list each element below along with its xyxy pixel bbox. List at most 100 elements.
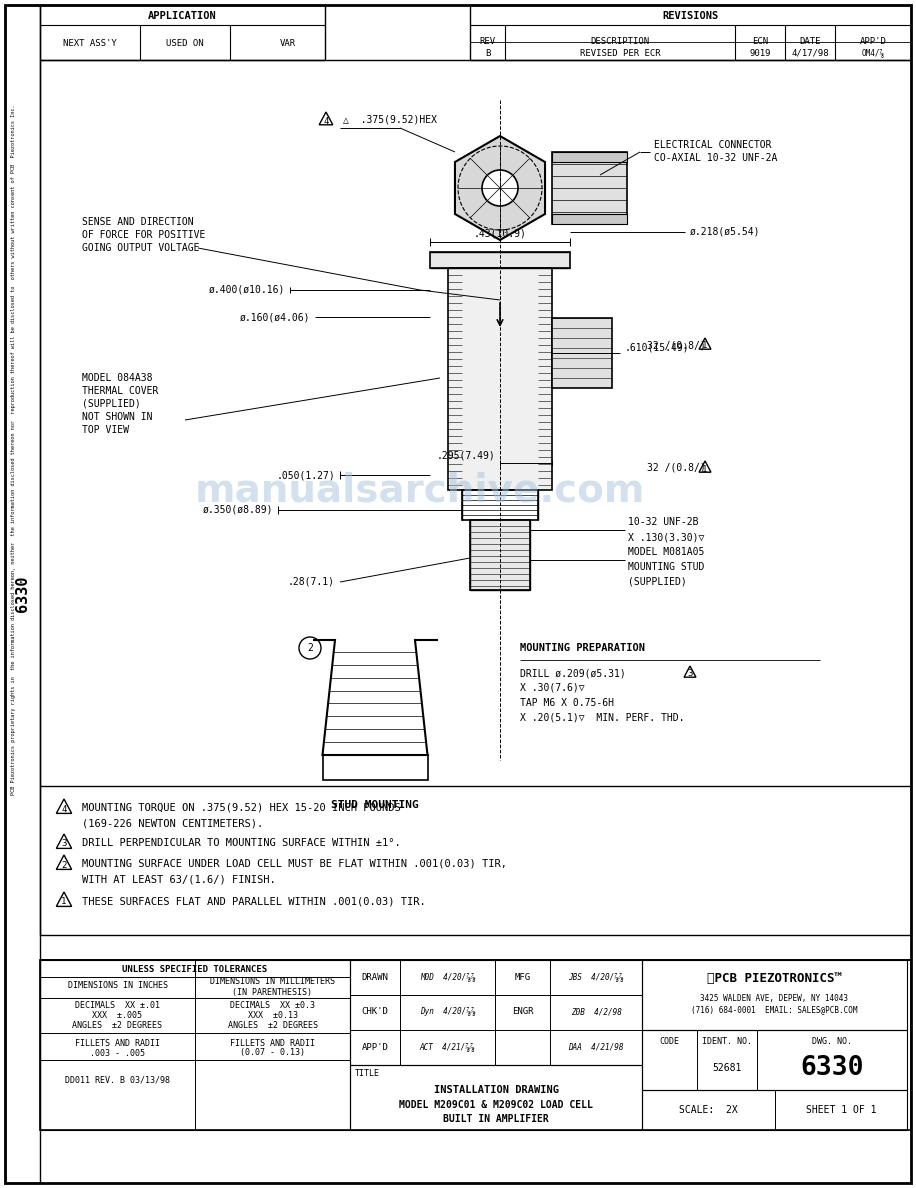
Bar	[552, 318, 612, 388]
Text: (IN PARENTHESIS): (IN PARENTHESIS)	[233, 987, 312, 997]
Text: TITLE: TITLE	[355, 1068, 380, 1078]
Text: .28(7.1): .28(7.1)	[288, 577, 335, 587]
Text: 2: 2	[307, 643, 313, 653]
Bar	[470, 5, 911, 61]
Text: 32 /(0.8/): 32 /(0.8/)	[647, 463, 705, 473]
Bar	[322, 756, 428, 781]
Text: 4: 4	[61, 804, 67, 814]
Text: .295(7.49): .295(7.49)	[436, 450, 495, 460]
Text: M0D  4/20/⅞⅞: M0D 4/20/⅞⅞	[420, 973, 475, 981]
Text: APPLICATION: APPLICATION	[148, 11, 217, 21]
Text: 4/17/98: 4/17/98	[791, 49, 829, 57]
Text: XXX  ±.005: XXX ±.005	[93, 1011, 143, 1020]
Text: THESE SURFACES FLAT AND PARALLEL WITHIN .001(0.03) TIR.: THESE SURFACES FLAT AND PARALLEL WITHIN …	[82, 896, 426, 906]
Text: CO-AXIAL 10-32 UNF-2A: CO-AXIAL 10-32 UNF-2A	[654, 153, 778, 163]
Text: 1: 1	[703, 465, 708, 474]
Bar	[5, 5, 40, 1183]
Bar	[40, 61, 911, 935]
Text: X .130(3.30)▽: X .130(3.30)▽	[628, 532, 704, 542]
Text: SCALE:  2X: SCALE: 2X	[679, 1105, 737, 1116]
Text: NOT SHOWN IN: NOT SHOWN IN	[82, 412, 152, 422]
Circle shape	[482, 170, 518, 206]
Text: DIMENSIONS IN INCHES: DIMENSIONS IN INCHES	[68, 981, 168, 991]
Bar	[350, 960, 642, 1064]
Text: DATE: DATE	[800, 38, 821, 46]
Polygon shape	[319, 112, 333, 125]
Text: TOP VIEW: TOP VIEW	[82, 425, 129, 435]
Text: DWG. NO.: DWG. NO.	[812, 1037, 852, 1047]
Text: WITH AT LEAST 63/(1.6/) FINISH.: WITH AT LEAST 63/(1.6/) FINISH.	[82, 874, 276, 884]
Text: APP'D: APP'D	[362, 1043, 388, 1051]
Bar	[430, 252, 570, 268]
Bar	[462, 489, 538, 520]
Text: Dyn  4/20/⅞⅞: Dyn 4/20/⅞⅞	[420, 1007, 475, 1017]
Text: MFG: MFG	[515, 973, 530, 981]
Text: MOUNTING PREPARATION: MOUNTING PREPARATION	[520, 643, 645, 653]
Text: XXX  ±0.13: XXX ±0.13	[247, 1011, 298, 1020]
Text: ANGLES  ±2 DEGREES: ANGLES ±2 DEGREES	[72, 1022, 162, 1030]
Text: INSTALLATION DRAWING: INSTALLATION DRAWING	[433, 1085, 559, 1095]
Text: .610(15.49): .610(15.49)	[625, 343, 690, 353]
Text: MODEL M081A05: MODEL M081A05	[628, 546, 704, 557]
Text: THERMAL COVER: THERMAL COVER	[82, 386, 158, 396]
Bar	[642, 1030, 907, 1091]
Text: OF FORCE FOR POSITIVE: OF FORCE FOR POSITIVE	[82, 230, 205, 240]
Text: Z0B  4/2/98: Z0B 4/2/98	[571, 1007, 621, 1017]
Bar	[642, 1091, 907, 1130]
Text: USED ON: USED ON	[166, 38, 204, 48]
Text: manualsarchive.com: manualsarchive.com	[195, 470, 645, 508]
Text: MOUNTING STUD: MOUNTING STUD	[628, 562, 704, 571]
Text: DRILL PERPENDICULAR TO MOUNTING SURFACE WITHIN ±1°.: DRILL PERPENDICULAR TO MOUNTING SURFACE …	[82, 838, 401, 848]
Polygon shape	[57, 834, 71, 848]
Text: CHK'D: CHK'D	[362, 1007, 388, 1017]
Text: VAR: VAR	[280, 38, 296, 48]
Text: OM4/⅞: OM4/⅞	[861, 49, 885, 57]
Polygon shape	[684, 666, 696, 677]
Text: STUD MOUNTING: STUD MOUNTING	[331, 800, 419, 810]
Bar	[642, 960, 907, 1030]
Text: ELECTRICAL CONNECTOR: ELECTRICAL CONNECTOR	[654, 140, 771, 150]
Text: △  .375(9.52)HEX: △ .375(9.52)HEX	[343, 115, 437, 125]
Text: ⓅPCB PIEZOTRONICS™: ⓅPCB PIEZOTRONICS™	[707, 972, 842, 985]
Text: MODEL M209C01 & M209C02 LOAD CELL: MODEL M209C01 & M209C02 LOAD CELL	[399, 1100, 593, 1110]
Bar	[350, 1064, 642, 1130]
Text: 6330: 6330	[15, 576, 29, 612]
Text: DESCRIPTION: DESCRIPTION	[591, 38, 649, 46]
Text: 3: 3	[61, 840, 67, 848]
Text: FILLETS AND RADII: FILLETS AND RADII	[75, 1038, 160, 1048]
Bar	[448, 268, 552, 489]
Text: BUILT IN AMPLIFIER: BUILT IN AMPLIFIER	[443, 1114, 549, 1124]
Text: DRILL ø.209(ø5.31): DRILL ø.209(ø5.31)	[520, 668, 626, 678]
Text: 2: 2	[61, 860, 67, 870]
Text: 9019: 9019	[749, 49, 770, 57]
Bar	[552, 152, 627, 162]
Text: SENSE AND DIRECTION: SENSE AND DIRECTION	[82, 217, 193, 227]
Text: REVISED PER ECR: REVISED PER ECR	[580, 49, 660, 57]
Bar	[40, 5, 325, 61]
Text: 4: 4	[323, 116, 329, 126]
Text: DRAWN: DRAWN	[362, 973, 388, 981]
Bar	[470, 520, 530, 590]
Text: .050(1.27): .050(1.27)	[277, 470, 335, 480]
Text: MOUNTING TORQUE ON .375(9.52) HEX 15-20 INCH POUNDS: MOUNTING TORQUE ON .375(9.52) HEX 15-20 …	[82, 803, 401, 813]
Text: ø.218(ø5.54): ø.218(ø5.54)	[690, 227, 760, 236]
Text: SHEET 1 OF 1: SHEET 1 OF 1	[805, 1105, 876, 1116]
Text: (0.07 - 0.13): (0.07 - 0.13)	[240, 1049, 305, 1057]
Polygon shape	[57, 892, 71, 906]
Text: PCB Piezotronics proprietary rights in  the information disclosed hereon, neithe: PCB Piezotronics proprietary rights in t…	[12, 105, 16, 795]
Text: ø.400(ø10.16): ø.400(ø10.16)	[209, 285, 285, 295]
Text: X .20(5.1)▽  MIN. PERF. THD.: X .20(5.1)▽ MIN. PERF. THD.	[520, 713, 684, 723]
Polygon shape	[57, 800, 71, 814]
Text: MODEL 084A38: MODEL 084A38	[82, 373, 152, 383]
Text: 3425 WALDEN AVE, DEPEW, NY 14043: 3425 WALDEN AVE, DEPEW, NY 14043	[701, 993, 848, 1003]
Text: .43(10.9): .43(10.9)	[474, 228, 527, 238]
Text: 52681: 52681	[713, 1063, 742, 1073]
Bar	[552, 152, 627, 225]
Text: FILLETS AND RADII: FILLETS AND RADII	[230, 1038, 315, 1048]
Text: NEXT ASS'Y: NEXT ASS'Y	[63, 38, 117, 48]
Text: TAP M6 X 0.75-6H: TAP M6 X 0.75-6H	[520, 699, 614, 708]
Text: (SUPPLIED): (SUPPLIED)	[82, 399, 141, 409]
Text: REVISIONS: REVISIONS	[662, 11, 719, 21]
Text: B: B	[485, 49, 490, 57]
Text: MOUNTING SURFACE UNDER LOAD CELL MUST BE FLAT WITHIN .001(0.03) TIR,: MOUNTING SURFACE UNDER LOAD CELL MUST BE…	[82, 859, 507, 868]
